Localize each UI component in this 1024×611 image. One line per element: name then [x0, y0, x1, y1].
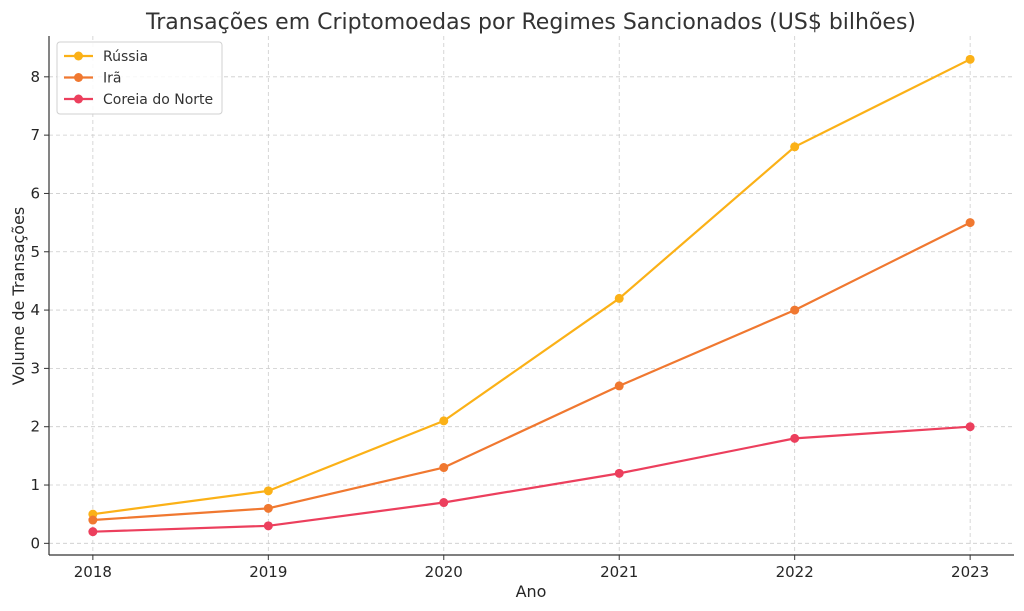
y-tick-label: 7 — [30, 126, 40, 144]
x-ticks: 2018 2019 2020 2021 2022 2023 — [74, 555, 989, 581]
data-point — [614, 293, 624, 303]
legend-box — [56, 41, 223, 115]
x-tick-label: 2018 — [74, 563, 112, 581]
series-line — [92, 425, 971, 533]
data-point — [965, 54, 975, 64]
data-point — [263, 503, 273, 513]
y-ticks: 0 1 2 3 4 5 6 7 8 — [30, 68, 49, 552]
x-tick-label: 2020 — [425, 563, 463, 581]
chart-title: Transações em Criptomoedas por Regimes S… — [145, 10, 916, 35]
data-point — [88, 527, 98, 537]
x-tick-label: 2022 — [776, 563, 814, 581]
data-point — [88, 515, 98, 525]
data-point — [790, 142, 800, 152]
y-axis-title: Volume de Transações — [9, 207, 28, 386]
data-point — [790, 433, 800, 443]
data-point — [614, 381, 624, 391]
legend-swatch-marker — [74, 73, 83, 82]
series-0 — [88, 54, 975, 519]
series-line — [92, 221, 971, 522]
data-point — [965, 422, 975, 432]
legend: Rússia Irã Coreia do Norte — [56, 41, 223, 115]
data-point — [439, 498, 449, 508]
series-1 — [88, 218, 975, 525]
x-tick-label: 2023 — [951, 563, 989, 581]
legend-item: Irã — [64, 71, 121, 87]
y-tick-label: 4 — [30, 301, 40, 319]
legend-item: Rússia — [64, 49, 148, 65]
data-point — [439, 416, 449, 426]
data-point — [439, 463, 449, 473]
series-group — [88, 54, 975, 537]
y-tick-label: 3 — [30, 359, 40, 377]
data-point — [263, 521, 273, 531]
data-point — [965, 218, 975, 228]
y-tick-label: 5 — [30, 243, 40, 261]
y-tick-label: 2 — [30, 418, 40, 436]
legend-swatch-marker — [74, 94, 83, 104]
series-line — [92, 58, 971, 516]
x-tick-label: 2019 — [249, 563, 287, 581]
y-tick-label: 6 — [30, 184, 40, 202]
legend-item: Coreia do Norte — [64, 92, 213, 108]
x-tick-label: 2021 — [600, 563, 638, 581]
legend-label: Rússia — [103, 49, 148, 65]
axes — [48, 36, 1014, 556]
series-2 — [88, 422, 975, 537]
data-point — [790, 305, 800, 315]
y-tick-label: 8 — [30, 68, 40, 86]
legend-label: Coreia do Norte — [103, 92, 213, 108]
data-point — [614, 468, 624, 478]
legend-swatch-marker — [74, 51, 83, 61]
data-point — [263, 486, 273, 496]
y-tick-label: 0 — [30, 534, 40, 552]
x-axis-title: Ano — [516, 582, 547, 601]
y-tick-label: 1 — [30, 476, 40, 494]
legend-label: Irã — [103, 71, 121, 87]
